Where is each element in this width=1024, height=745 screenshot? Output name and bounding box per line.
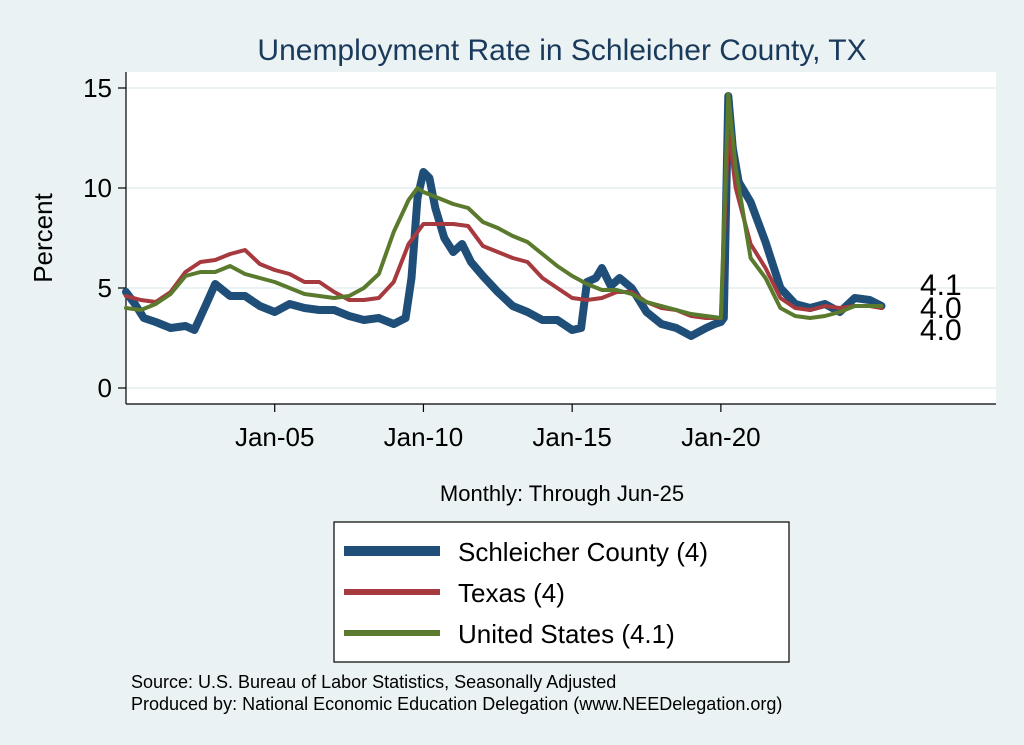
legend-label-0: Schleicher County (4) [458, 537, 708, 567]
x-tick-label: Jan-20 [681, 422, 761, 452]
x-tick-label: Jan-05 [235, 422, 315, 452]
x-tick-label: Jan-10 [384, 422, 464, 452]
series-layer [122, 92, 886, 340]
legend-label-1: Texas (4) [458, 578, 565, 608]
series-line-1 [124, 126, 884, 320]
y-tick-label: 15 [83, 73, 112, 103]
legend: Schleicher County (4) Texas (4) United Sta… [333, 521, 790, 663]
producer-note: Produced by: National Economic Education… [131, 694, 782, 714]
x-tick-label: Jan-15 [532, 422, 612, 452]
axes: 0 5 10 15 Jan-05 Jan-10 Jan-15 Jan-20 [83, 72, 996, 452]
x-axis-label: Monthly: Through Jun-25 [440, 481, 684, 506]
chart-title: Unemployment Rate in Schleicher County, … [257, 34, 866, 67]
series-line-2 [124, 92, 884, 320]
source-note: Source: U.S. Bureau of Labor Statistics,… [131, 672, 616, 692]
gridlines [126, 87, 996, 389]
y-axis-label: Percent [28, 192, 58, 282]
y-tick-label: 0 [98, 373, 112, 403]
legend-label-2: United States (4.1) [458, 619, 675, 649]
end-label-0: 4.0 [920, 314, 962, 347]
end-labels: 4.04.04.1 [920, 269, 962, 347]
end-label-2: 4.1 [920, 269, 962, 302]
y-tick-label: 5 [98, 273, 112, 303]
plot-area [126, 72, 996, 404]
y-tick-label: 10 [83, 173, 112, 203]
end-label-1: 4.0 [920, 292, 962, 325]
